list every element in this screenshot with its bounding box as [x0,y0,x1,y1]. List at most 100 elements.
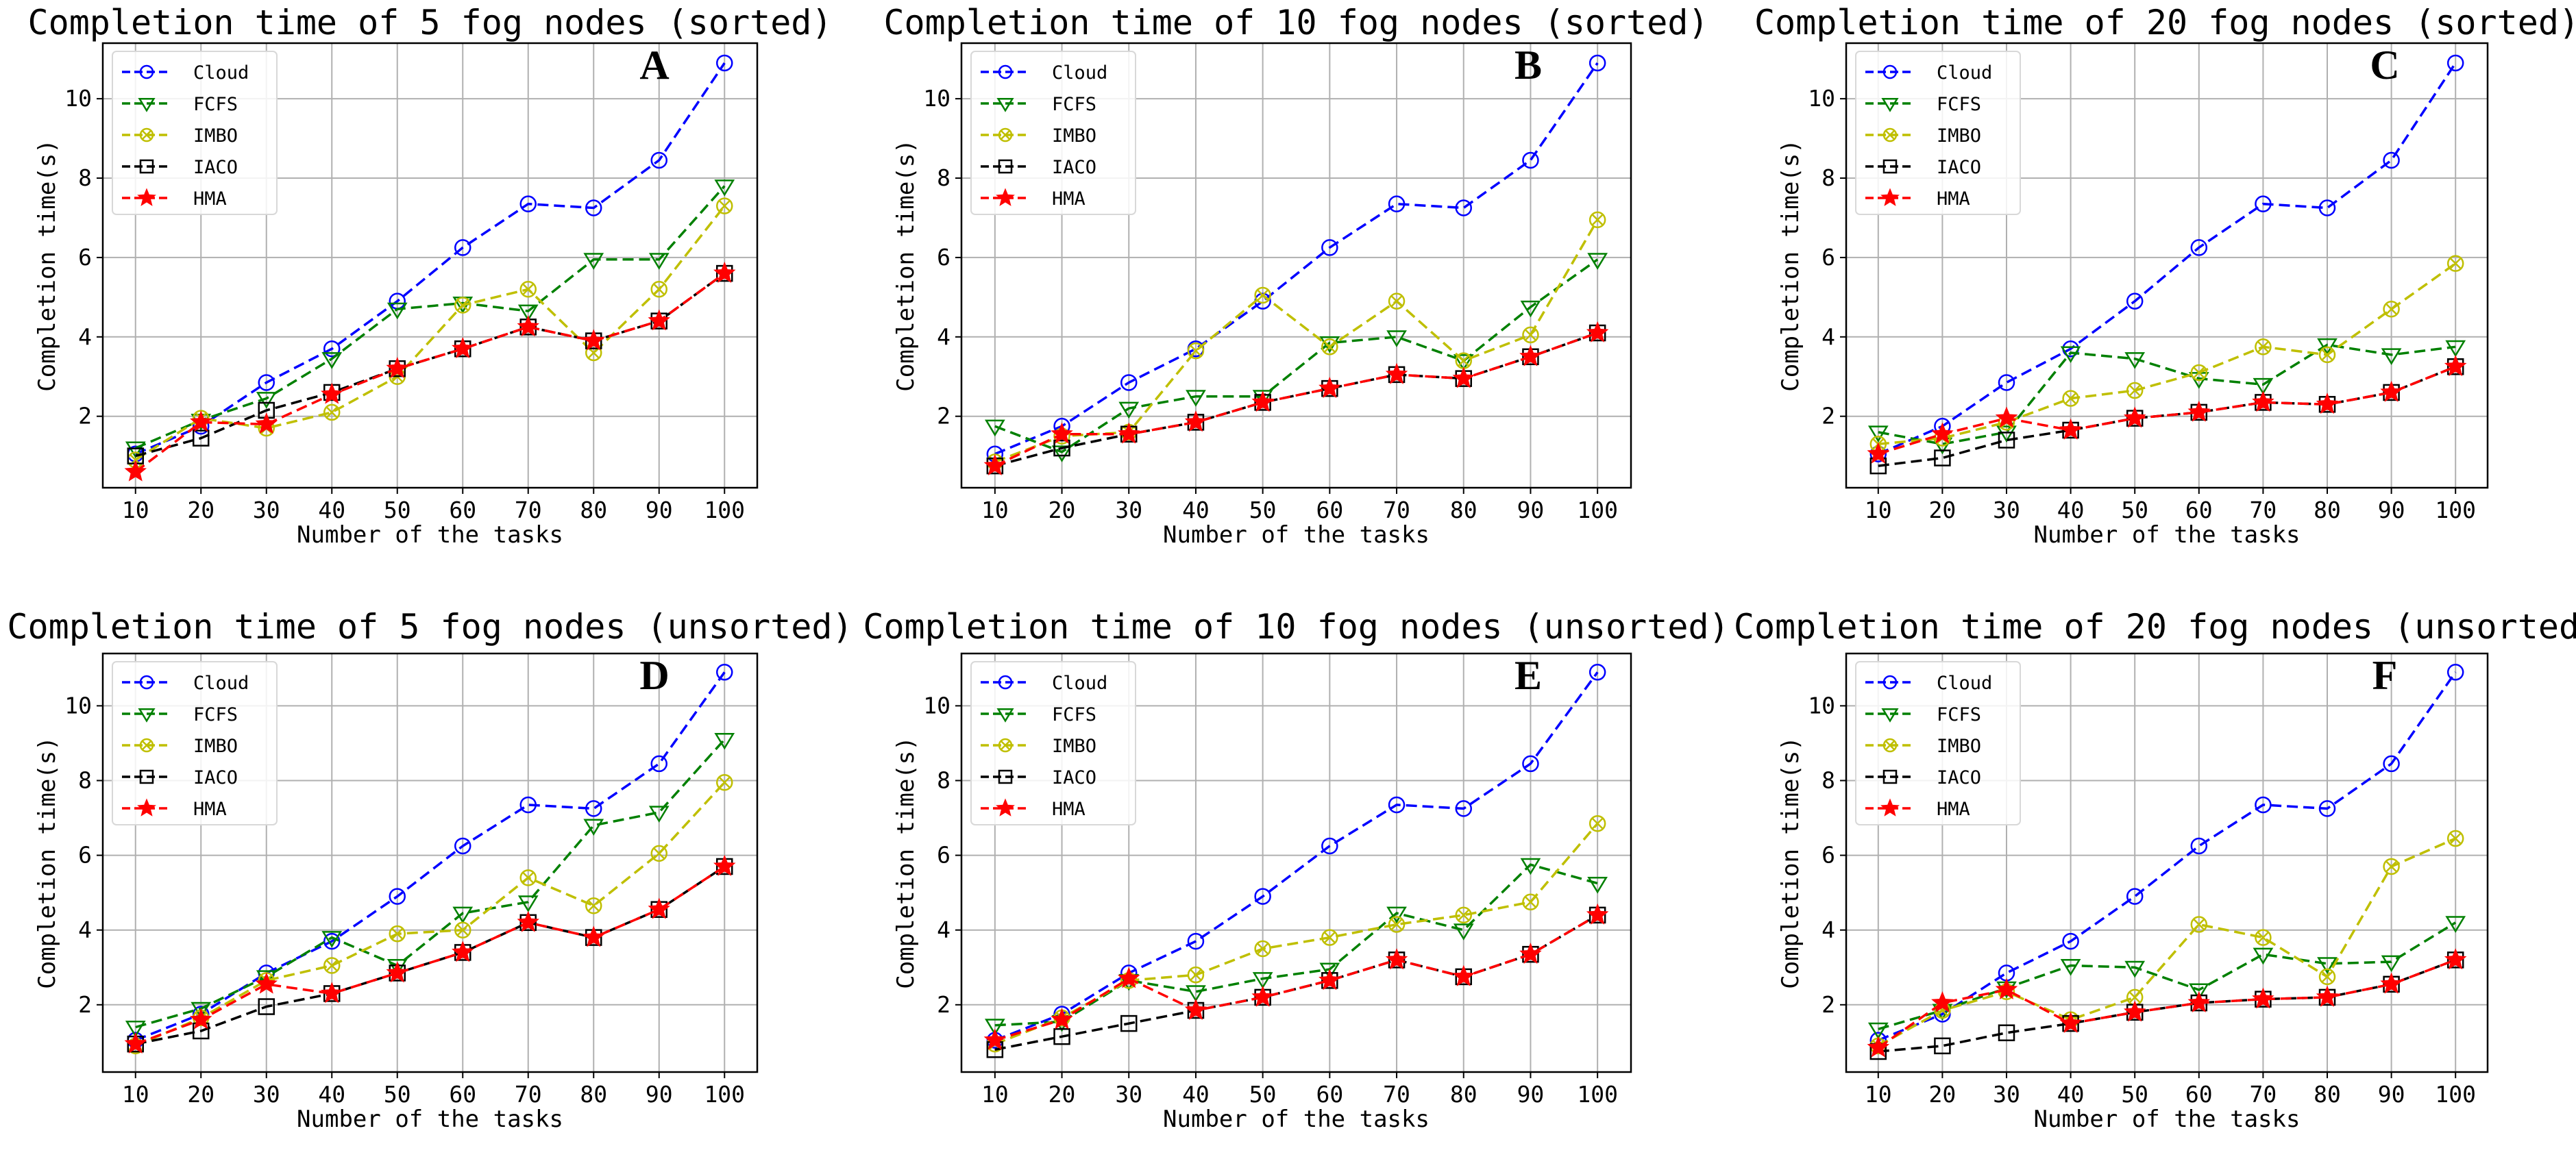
legend-label: HMA [1052,799,1085,820]
x-tick-label: 40 [318,1081,345,1108]
series-line [994,258,1599,453]
point [454,921,471,938]
point [1252,390,1273,407]
legend: Cloud FCFS IMBO IACO HMA [970,51,1136,215]
x-tick-label: 100 [2435,497,2476,523]
point [387,302,408,320]
series-fcfs [1867,338,2466,455]
point [1053,1028,1070,1045]
point [1867,1022,1889,1040]
y-axis-label: Completion time(s) [892,139,920,391]
legend: Cloud FCFS IMBO IACO HMA [970,661,1136,825]
point-ring [1254,940,1271,958]
point [2126,888,2144,905]
y-axis-label: Completion time(s) [34,736,61,988]
point [1053,439,1070,457]
point-ring [2190,364,2208,382]
series-line [1878,365,2456,467]
y-tick-label: 8 [937,767,950,793]
x-tick-label: 50 [1249,497,1277,523]
plot-frame [1845,42,2489,489]
point-ring [323,957,341,974]
point [452,941,474,962]
point-cross [326,406,338,419]
legend-label: HMA [193,799,227,820]
legend-label: IMBO [1937,125,1981,147]
point-cross [1323,340,1336,353]
point [2318,199,2336,216]
point [2318,968,2336,986]
series-line [134,272,726,473]
legend-label: IACO [1937,157,1981,178]
x-axis-label: Number of the tasks [297,521,563,549]
point-cross [587,899,600,912]
point [137,188,156,206]
x-tick-label: 80 [2314,1081,2341,1108]
y-tick-label: 10 [1808,85,1835,112]
point [2060,346,2081,364]
point [1051,445,1072,462]
point [998,675,1013,690]
point-cross [1524,896,1537,908]
legend-label: FCFS [1937,94,1981,115]
point [1882,738,1898,753]
x-tick-label: 60 [2185,1081,2213,1108]
plot-frame [101,42,759,489]
point [998,64,1013,79]
point-ring [2126,382,2144,399]
point [1586,321,1609,343]
series-fcfs [125,732,735,1038]
point [2255,929,2272,946]
point [124,460,147,482]
point-cross [1885,129,1896,140]
x-tick-label: 20 [187,1081,214,1108]
point-ring [2383,858,2400,875]
x-tick-label: 80 [1450,1081,1477,1108]
chart-title: Completion time of 5 fog nodes (sorted) [28,3,833,42]
legend-label: HMA [1937,799,1970,820]
point-cross [1458,909,1470,921]
point-cross [1257,289,1269,301]
point-cross [1524,329,1537,341]
y-tick-label: 4 [78,323,92,350]
point [650,281,667,298]
y-axis-label: Completion time(s) [34,139,61,391]
point [321,382,343,404]
point [454,837,471,855]
point-cross [718,776,731,788]
point-ring [1522,326,1539,344]
y-tick-label: 4 [1821,917,1835,943]
y-tick-label: 6 [1821,842,1835,869]
series-line [1878,365,2456,456]
point [1452,964,1475,986]
point [650,151,667,169]
point-cross [1190,345,1202,357]
y-tick-label: 4 [937,323,950,350]
point-ring [1588,211,1606,229]
point-ring [2318,968,2336,986]
point [2126,292,2144,310]
y-tick-label: 2 [1821,991,1835,1018]
point-ring [2383,300,2400,318]
point [1452,366,1475,388]
point [1386,330,1407,347]
point [452,906,474,924]
point [1321,239,1338,256]
point-cross [456,299,469,312]
point [1455,906,1472,924]
point-cross [2321,971,2333,983]
legend-label: FCFS [193,704,238,725]
point [1251,390,1274,412]
point [1453,354,1474,371]
point [139,127,154,142]
x-tick-label: 20 [1929,497,1956,523]
point [323,932,341,950]
x-tick-label: 20 [1048,497,1076,523]
point [1321,837,1338,855]
point [2124,352,2146,369]
point [583,819,604,836]
point [716,197,733,214]
point [2253,377,2274,395]
point-ring [323,403,341,421]
